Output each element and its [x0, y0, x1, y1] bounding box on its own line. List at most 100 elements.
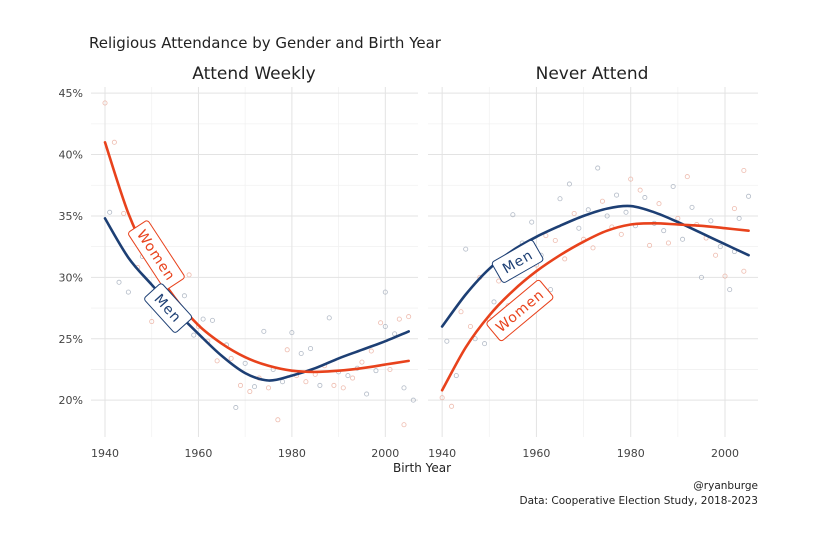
data-point: [289, 330, 295, 336]
data-point: [618, 231, 624, 237]
data-point: [401, 385, 407, 391]
data-point: [647, 242, 653, 248]
data-point: [449, 403, 455, 409]
x-tick-label: 1940: [428, 447, 456, 460]
data-point: [665, 240, 671, 246]
data-point: [378, 320, 384, 326]
y-tick-label: 30%: [59, 271, 83, 284]
x-tick-label: 1980: [278, 447, 306, 460]
data-point: [298, 350, 304, 356]
data-point: [261, 328, 267, 334]
data-point: [209, 317, 215, 323]
data-point: [472, 336, 478, 342]
data-point: [340, 385, 346, 391]
chart-title: Religious Attendance by Gender and Birth…: [89, 34, 442, 52]
data-point: [303, 379, 309, 385]
data-point: [680, 236, 686, 242]
data-point: [623, 209, 629, 215]
data-point: [491, 299, 497, 305]
data-point: [401, 422, 407, 428]
y-tick-label: 20%: [59, 394, 83, 407]
x-axis-label: Birth Year: [393, 461, 451, 475]
data-point: [736, 215, 742, 221]
data-point: [708, 218, 714, 224]
x-tick-label: 1960: [522, 447, 550, 460]
data-point: [102, 100, 108, 106]
data-point: [392, 331, 398, 337]
data-point: [496, 278, 502, 284]
y-tick-label: 45%: [59, 87, 83, 100]
series-line-women: [440, 221, 750, 392]
data-point: [326, 315, 332, 321]
data-point: [228, 355, 234, 361]
data-point: [557, 196, 563, 202]
data-point: [247, 389, 253, 395]
data-point: [642, 195, 648, 201]
data-point: [200, 316, 206, 322]
data-point: [242, 360, 248, 366]
data-point: [266, 385, 272, 391]
data-point: [284, 347, 290, 353]
data-point: [317, 382, 323, 388]
data-point: [237, 382, 243, 388]
data-point: [107, 209, 113, 215]
data-point: [116, 279, 122, 285]
data-point: [722, 273, 728, 279]
data-point: [359, 359, 365, 365]
data-point: [121, 210, 127, 216]
data-point: [345, 373, 351, 379]
series-line-men: [440, 204, 750, 328]
series-label-women: Women: [128, 220, 185, 290]
data-point: [251, 384, 257, 390]
data-point: [590, 245, 596, 251]
data-point: [562, 256, 568, 262]
data-point: [382, 289, 388, 295]
data-point: [599, 198, 605, 204]
data-point: [439, 395, 445, 401]
data-point: [595, 165, 601, 171]
data-point: [698, 274, 704, 280]
y-tick-label: 40%: [59, 149, 83, 162]
data-point: [410, 397, 416, 403]
series-label-box: [144, 283, 193, 333]
data-point: [467, 323, 473, 329]
x-tick-label: 2000: [711, 447, 739, 460]
series-label-women: Women: [486, 279, 554, 342]
data-point: [463, 246, 469, 252]
data-point: [571, 210, 577, 216]
data-point: [684, 174, 690, 180]
data-point: [661, 228, 667, 234]
data-point: [482, 341, 488, 347]
data-point: [727, 287, 733, 293]
data-point: [552, 238, 558, 244]
data-point: [373, 368, 379, 374]
data-point: [576, 225, 582, 231]
data-point: [331, 382, 337, 388]
panel-title: Never Attend: [536, 64, 649, 84]
data-point: [675, 215, 681, 221]
series-label-box: [491, 239, 544, 283]
data-point: [387, 366, 393, 372]
data-point: [689, 204, 695, 210]
data-point: [713, 252, 719, 258]
data-point: [614, 192, 620, 198]
y-tick-label: 35%: [59, 210, 83, 223]
panel-title: Attend Weekly: [192, 64, 315, 84]
data-point: [529, 219, 535, 225]
data-point: [731, 206, 737, 212]
data-point: [628, 176, 634, 182]
data-point: [406, 314, 412, 320]
data-points: [439, 165, 752, 409]
data-point: [186, 272, 192, 278]
data-point: [233, 405, 239, 411]
data-point: [125, 289, 131, 295]
data-point: [548, 287, 554, 293]
data-point: [453, 373, 459, 379]
data-point: [275, 417, 281, 423]
data-point: [670, 183, 676, 189]
data-point: [214, 358, 220, 364]
data-point: [604, 213, 610, 219]
data-point: [368, 348, 374, 354]
gridlines: [428, 87, 758, 437]
